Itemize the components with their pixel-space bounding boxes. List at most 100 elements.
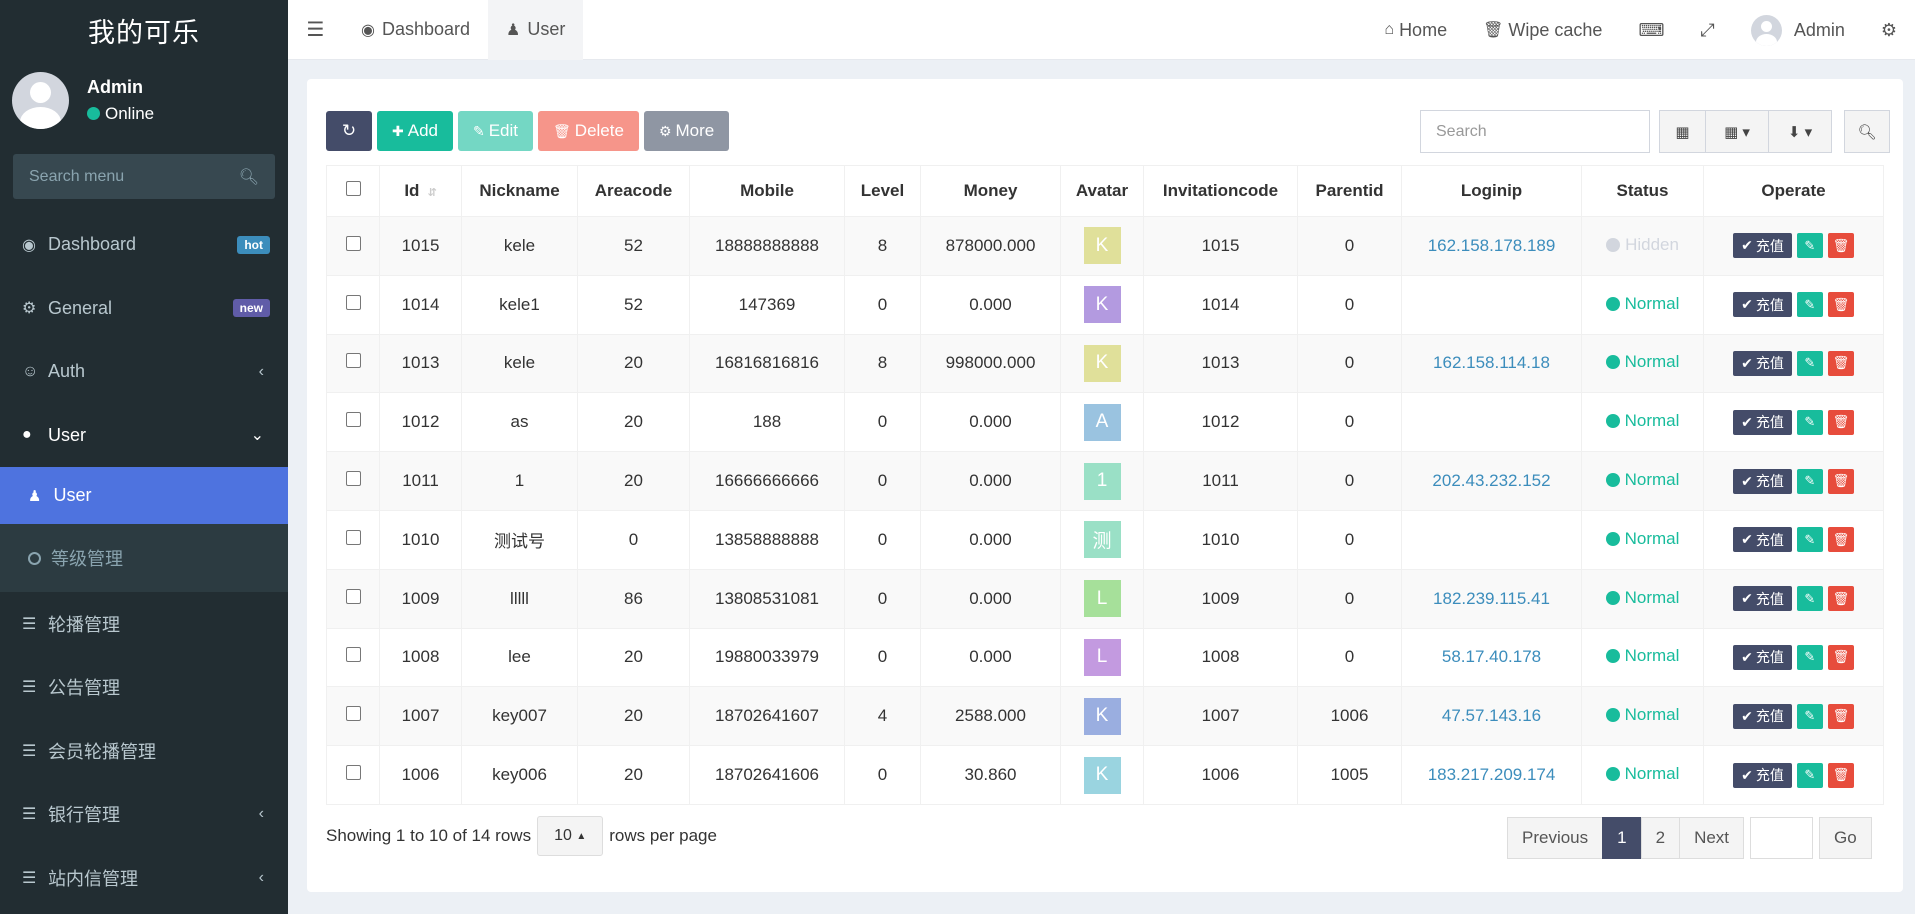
row-select-cell[interactable] (326, 686, 380, 747)
avatar[interactable]: L (1083, 580, 1121, 618)
sidebar-item-auth[interactable]: ☺ Auth ‹ (0, 340, 288, 404)
row-delete-button[interactable]: 🗑︎ (1827, 468, 1854, 494)
loginip-link[interactable]: 182.239.115.41 (1433, 588, 1550, 608)
brand-logo[interactable]: 我的可乐 (0, 0, 288, 60)
status-badge[interactable]: Normal (1605, 588, 1679, 608)
row-checkbox[interactable] (345, 235, 361, 251)
previous-page-button[interactable]: Previous (1507, 817, 1604, 859)
next-page-button[interactable]: Next (1679, 817, 1745, 859)
avatar[interactable]: K (1083, 756, 1121, 794)
row-edit-button[interactable]: ✎ (1796, 703, 1823, 729)
export-button[interactable]: ⬇ ▾ (1768, 110, 1832, 153)
row-select-cell[interactable] (326, 509, 380, 570)
page-size-select[interactable]: 10 ▲ (537, 816, 604, 856)
recharge-button[interactable]: ✔ 充值 (1733, 762, 1792, 788)
row-delete-button[interactable]: 🗑︎ (1827, 292, 1854, 318)
row-checkbox[interactable] (345, 588, 361, 604)
row-select-cell[interactable] (326, 392, 380, 453)
row-select-cell[interactable] (326, 451, 380, 511)
status-badge[interactable]: Normal (1605, 352, 1679, 372)
row-checkbox[interactable] (345, 647, 361, 663)
row-select-cell[interactable] (326, 627, 380, 688)
avatar[interactable]: K (1083, 286, 1121, 324)
loginip-link[interactable]: 202.43.232.152 (1432, 471, 1551, 491)
table-row[interactable]: 1013 kele 20 16816816816 8 998000.000 K 1013 0 16… (326, 333, 1884, 394)
recharge-button[interactable]: ✔ 充值 (1733, 468, 1792, 494)
language-button[interactable]: ⌨ (1620, 0, 1682, 60)
table-row[interactable]: 1006 key006 20 18702641606 0 30.860 K 1006 1005 1… (326, 745, 1884, 805)
sidebar-subitem-level[interactable]: 等级管理 (0, 524, 288, 592)
row-edit-button[interactable]: ✎ (1796, 409, 1823, 435)
status-badge[interactable]: Normal (1605, 411, 1679, 431)
sidebar-item-bank[interactable]: ☰ 银行管理 ‹ (0, 783, 288, 847)
loginip-link[interactable]: 162.158.114.18 (1433, 353, 1550, 373)
sidebar-item-dashboard[interactable]: ◉ Dashboard hot (0, 213, 288, 277)
table-row[interactable]: 1007 key007 20 18702641607 4 2588.000 K 1007 100… (326, 686, 1884, 747)
row-edit-button[interactable]: ✎ (1796, 644, 1823, 670)
row-edit-button[interactable]: ✎ (1796, 350, 1823, 376)
edit-button[interactable]: ✎ Edit (457, 111, 534, 151)
row-delete-button[interactable]: 🗑︎ (1827, 527, 1854, 553)
home-link[interactable]: ⌂ Home (1366, 0, 1465, 60)
add-button[interactable]: ✚ Add (377, 111, 453, 151)
row-select-cell[interactable] (326, 745, 380, 805)
wipe-cache-button[interactable]: 🗑︎ Wipe cache (1465, 0, 1620, 60)
page-1-button[interactable]: 1 (1602, 817, 1642, 859)
loginip-link[interactable]: 58.17.40.178 (1441, 647, 1542, 667)
row-edit-button[interactable]: ✎ (1796, 762, 1823, 788)
select-all-header[interactable] (326, 165, 380, 217)
search-button[interactable]: 🔍︎ (1844, 110, 1890, 153)
table-row[interactable]: 1015 kele 52 18888888888 8 878000.000 K 1015 0 16… (326, 216, 1884, 276)
row-edit-button[interactable]: ✎ (1796, 468, 1823, 494)
avatar[interactable]: L (1083, 638, 1121, 676)
avatar[interactable]: A (1083, 403, 1121, 441)
tab-user[interactable]: ♟ User (488, 0, 584, 60)
avatar[interactable]: 测 (1083, 521, 1121, 559)
sidebar-item-user[interactable]: ● User ⌄ (0, 404, 288, 468)
table-row[interactable]: 1011 1 20 16666666666 0 0.000 1 1011 0 202.43.232… (326, 451, 1884, 511)
row-edit-button[interactable]: ✎ (1796, 233, 1823, 259)
row-checkbox[interactable] (345, 529, 361, 545)
tab-dashboard[interactable]: ◉ Dashboard (343, 0, 488, 60)
table-row[interactable]: 1014 kele1 52 147369 0 0.000 K 1014 0 Normal ✔ 充值 ✎ 🗑… (326, 274, 1884, 335)
status-badge[interactable]: Hidden (1606, 235, 1679, 255)
recharge-button[interactable]: ✔ 充值 (1733, 527, 1792, 553)
table-row[interactable]: 1008 lee 20 19880033979 0 0.000 L 1008 0 58.17.40… (326, 627, 1884, 688)
recharge-button[interactable]: ✔ 充值 (1733, 292, 1792, 318)
fullscreen-button[interactable]: ⤢ (1682, 0, 1732, 60)
row-checkbox[interactable] (345, 706, 361, 722)
loginip-link[interactable]: 183.217.209.174 (1427, 765, 1556, 785)
row-edit-button[interactable]: ✎ (1796, 586, 1823, 612)
row-checkbox[interactable] (345, 294, 361, 310)
sidebar-item-carousel[interactable]: ☰ 轮播管理 (0, 592, 288, 656)
columns-button[interactable]: ▦ ▾ (1705, 110, 1769, 153)
row-select-cell[interactable] (326, 216, 380, 276)
recharge-button[interactable]: ✔ 充值 (1733, 703, 1792, 729)
search-input[interactable]: Search (1420, 110, 1650, 153)
status-badge[interactable]: Normal (1605, 529, 1679, 549)
delete-button[interactable]: 🗑︎ Delete (538, 111, 639, 151)
sidebar-subitem-user[interactable]: ♟ User (0, 467, 288, 524)
avatar[interactable]: K (1083, 697, 1121, 735)
settings-button[interactable]: ⚙ (1863, 0, 1915, 60)
row-select-cell[interactable] (326, 274, 380, 335)
loginip-link[interactable]: 47.57.143.16 (1441, 706, 1542, 726)
recharge-button[interactable]: ✔ 充值 (1733, 409, 1792, 435)
avatar[interactable]: K (1083, 227, 1121, 265)
row-edit-button[interactable]: ✎ (1796, 527, 1823, 553)
table-row[interactable]: 1009 lllll 86 13808531081 0 0.000 L 1009 0 182.23… (326, 568, 1884, 629)
status-badge[interactable]: Normal (1605, 705, 1679, 725)
row-delete-button[interactable]: 🗑︎ (1827, 586, 1854, 612)
admin-menu[interactable]: Admin (1733, 0, 1863, 60)
recharge-button[interactable]: ✔ 充值 (1733, 233, 1792, 259)
page-2-button[interactable]: 2 (1640, 817, 1681, 859)
row-checkbox[interactable] (345, 471, 361, 487)
goto-page-input[interactable] (1750, 817, 1814, 859)
table-row[interactable]: 1012 as 20 188 0 0.000 A 1012 0 Normal ✔ 充值 ✎ 🗑︎ (326, 392, 1884, 453)
recharge-button[interactable]: ✔ 充值 (1733, 350, 1792, 376)
status-badge[interactable]: Normal (1605, 646, 1679, 666)
sidebar-item-messages[interactable]: ☰ 站内信管理 ‹ (0, 846, 288, 910)
avatar[interactable]: 1 (1083, 462, 1121, 500)
row-delete-button[interactable]: 🗑︎ (1827, 703, 1854, 729)
table-row[interactable]: 1010 测试号 0 13858888888 0 0.000 测 1010 0 Normal ✔ 充值… (326, 509, 1884, 570)
